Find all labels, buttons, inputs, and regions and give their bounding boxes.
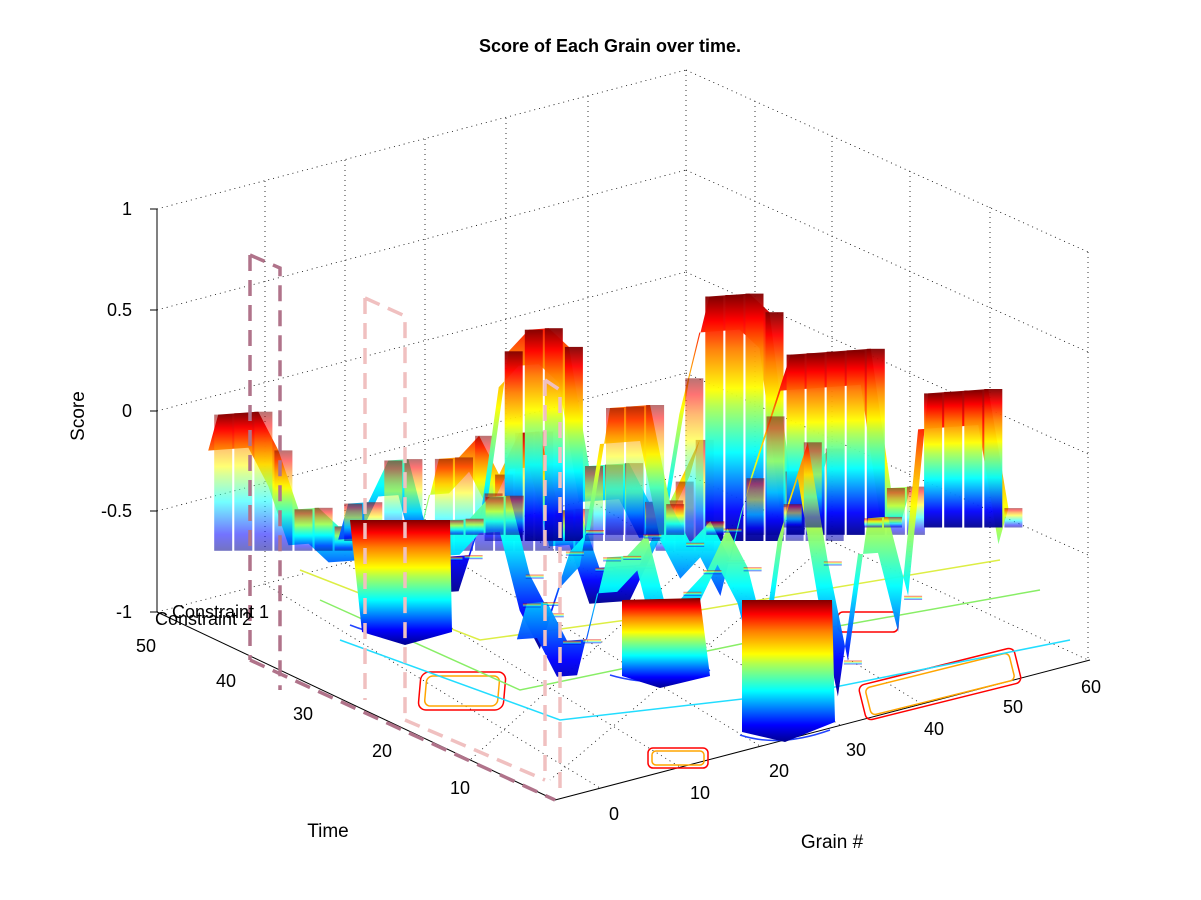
grain-axis-label: Grain # (801, 832, 864, 853)
surface-cell (984, 389, 1003, 528)
time-axis-label: Time (307, 821, 349, 842)
grain-tick-label: 10 (690, 783, 710, 803)
surface-cell (864, 518, 882, 528)
time-tick-label: 30 (293, 704, 313, 724)
constraint-1-plane (248, 253, 556, 802)
surface-cell (274, 450, 293, 551)
z-tick-label: 0.5 (107, 300, 132, 320)
grain-tick-label: 60 (1081, 677, 1101, 697)
surface-cell (843, 660, 862, 665)
surface-cell (746, 478, 765, 535)
surface-cell (766, 416, 785, 535)
grain-tick-label: 0 (609, 804, 619, 824)
grain-axis: 0 10 20 30 40 50 60 (609, 677, 1101, 824)
surface-cell (826, 351, 845, 535)
surface-cell (603, 557, 622, 562)
grain-tick-label: 50 (1003, 697, 1023, 717)
surface-cell (783, 504, 802, 528)
grain-tick-label: 20 (769, 761, 789, 781)
surface-cell (524, 329, 543, 541)
surface-cell (464, 555, 483, 560)
surface-pits (350, 520, 835, 742)
time-tick-label: 40 (216, 671, 236, 691)
surface-cell (505, 495, 524, 535)
surface-cell (904, 595, 923, 600)
z-tick-label: 1 (122, 199, 132, 219)
surface-cell (643, 534, 662, 539)
surface-cell (944, 391, 963, 528)
surface-cell (924, 393, 943, 528)
surface-cell (234, 413, 253, 551)
time-tick-label: 20 (372, 741, 392, 761)
surface-cell (1004, 508, 1023, 528)
surface-cell (606, 408, 624, 535)
surface-cell (964, 390, 983, 528)
surface-cell (563, 640, 581, 645)
z-axis: 1 0.5 0 -0.5 -1 (101, 199, 157, 622)
surface-cell (646, 405, 665, 535)
surface-cell (585, 530, 604, 535)
surface-cell (683, 591, 702, 596)
surface-cell (294, 509, 313, 551)
surface-cell (525, 574, 544, 579)
surface-cell (626, 406, 645, 535)
surface-cell (485, 497, 504, 535)
constraint-1-label: Constraint 1 (172, 602, 269, 622)
surface-cell (565, 551, 584, 556)
constraint-2-plane (363, 296, 562, 790)
time-axis: 50 40 30 20 10 (136, 636, 470, 798)
surface-cell (686, 542, 705, 547)
surface-cell (666, 504, 685, 535)
z-tick-label: -1 (116, 602, 132, 622)
surface-cell (725, 295, 744, 541)
surface-cell (705, 296, 724, 541)
surface-cell (743, 567, 762, 572)
surface-strip-32 (338, 293, 830, 593)
constraint-2-label: Constraint 2 (155, 609, 252, 629)
time-tick-label: 50 (136, 636, 156, 656)
surface-cell (444, 556, 463, 561)
surface-cell (685, 378, 704, 541)
surface-cell (543, 602, 561, 606)
surface-cell (703, 570, 722, 575)
surface-cell (545, 613, 564, 618)
surface-cell (706, 521, 725, 535)
surface-cell (723, 528, 742, 533)
time-tick-label: 10 (450, 778, 470, 798)
grain-tick-label: 40 (924, 719, 944, 739)
surface-cell (803, 442, 822, 528)
z-tick-label: 0 (122, 401, 132, 421)
surface-cell (823, 561, 842, 566)
chart-title: Score of Each Grain over time. (479, 36, 741, 56)
surface-cell (254, 411, 273, 551)
surface-cell (522, 603, 541, 608)
surface-cell (846, 350, 865, 535)
z-axis-label: Score (68, 391, 89, 441)
constraint-planes (248, 253, 562, 802)
surface-cell (214, 414, 233, 551)
surface-cell (866, 348, 885, 535)
surface (208, 293, 1023, 697)
surface-cell (884, 516, 902, 528)
surface-cell (465, 518, 484, 535)
z-tick-label: -0.5 (101, 501, 132, 521)
surface-strip-22 (419, 348, 911, 650)
surface-cell (504, 351, 523, 541)
grain-tick-label: 30 (846, 740, 866, 760)
surface-cell (623, 555, 642, 560)
surface-cell (314, 507, 333, 551)
surface-cell (564, 346, 583, 541)
surface-cell (583, 639, 602, 644)
